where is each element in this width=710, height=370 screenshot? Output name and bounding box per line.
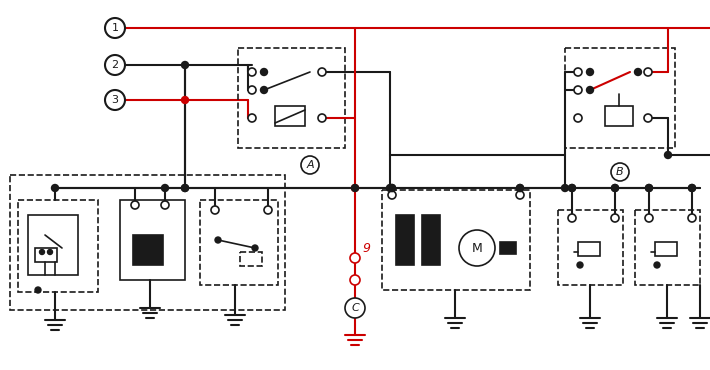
Circle shape <box>516 185 523 192</box>
Circle shape <box>318 68 326 76</box>
Circle shape <box>611 185 618 192</box>
Circle shape <box>350 253 360 263</box>
Circle shape <box>569 185 576 192</box>
Circle shape <box>248 114 256 122</box>
Circle shape <box>568 214 576 222</box>
Circle shape <box>665 151 672 158</box>
Circle shape <box>182 185 188 192</box>
Bar <box>578 242 600 256</box>
Circle shape <box>577 262 583 268</box>
Bar <box>565 48 675 148</box>
Text: 1: 1 <box>111 23 119 33</box>
Circle shape <box>645 214 653 222</box>
Circle shape <box>388 185 395 192</box>
Circle shape <box>516 191 524 199</box>
Circle shape <box>388 185 395 192</box>
Circle shape <box>574 68 582 76</box>
Circle shape <box>574 86 582 94</box>
Circle shape <box>52 185 58 192</box>
Circle shape <box>645 185 652 192</box>
Circle shape <box>644 114 652 122</box>
Circle shape <box>264 206 272 214</box>
Circle shape <box>645 185 652 192</box>
Circle shape <box>689 185 696 192</box>
Circle shape <box>261 68 268 75</box>
Text: 2: 2 <box>111 60 119 70</box>
Circle shape <box>351 185 359 192</box>
Circle shape <box>248 68 256 76</box>
Bar <box>10 175 285 310</box>
Bar <box>200 200 278 285</box>
Circle shape <box>318 114 326 122</box>
Bar <box>605 106 633 126</box>
Circle shape <box>569 185 576 192</box>
Bar <box>558 210 623 285</box>
Circle shape <box>459 230 495 266</box>
Text: C: C <box>351 303 359 313</box>
Circle shape <box>248 86 256 94</box>
Circle shape <box>182 61 188 68</box>
Circle shape <box>252 245 258 251</box>
Text: M: M <box>471 242 482 255</box>
Bar <box>500 242 516 254</box>
Circle shape <box>386 185 393 192</box>
Circle shape <box>35 287 41 293</box>
Circle shape <box>182 185 188 192</box>
Circle shape <box>350 275 360 285</box>
Circle shape <box>611 214 619 222</box>
Circle shape <box>161 185 168 192</box>
Bar <box>275 106 305 126</box>
Circle shape <box>586 87 594 94</box>
Bar <box>35 248 57 262</box>
Text: A: A <box>306 160 314 170</box>
Text: 9: 9 <box>362 242 370 255</box>
Circle shape <box>345 298 365 318</box>
Circle shape <box>351 185 359 192</box>
Bar <box>655 242 677 256</box>
Circle shape <box>182 97 188 104</box>
Circle shape <box>654 262 660 268</box>
Text: B: B <box>616 167 624 177</box>
Circle shape <box>301 156 319 174</box>
Circle shape <box>261 87 268 94</box>
Bar <box>382 190 530 290</box>
Circle shape <box>48 249 53 255</box>
Bar <box>396 215 414 265</box>
Circle shape <box>105 90 125 110</box>
Circle shape <box>611 163 629 181</box>
Bar <box>240 252 262 266</box>
Circle shape <box>161 201 169 209</box>
Circle shape <box>131 201 139 209</box>
Circle shape <box>388 191 396 199</box>
Circle shape <box>516 185 523 192</box>
Bar <box>133 235 163 265</box>
Circle shape <box>688 214 696 222</box>
Circle shape <box>574 114 582 122</box>
Bar <box>422 215 440 265</box>
Circle shape <box>689 185 696 192</box>
Text: 3: 3 <box>111 95 119 105</box>
Circle shape <box>586 68 594 75</box>
Circle shape <box>611 185 618 192</box>
Bar <box>28 215 78 275</box>
Circle shape <box>40 249 45 255</box>
Bar <box>18 200 98 292</box>
Circle shape <box>105 55 125 75</box>
Circle shape <box>215 237 221 243</box>
Circle shape <box>211 206 219 214</box>
Circle shape <box>105 18 125 38</box>
Circle shape <box>644 68 652 76</box>
Circle shape <box>635 68 642 75</box>
Circle shape <box>562 185 569 192</box>
Bar <box>238 48 345 148</box>
Bar <box>635 210 700 285</box>
Bar <box>120 200 185 280</box>
